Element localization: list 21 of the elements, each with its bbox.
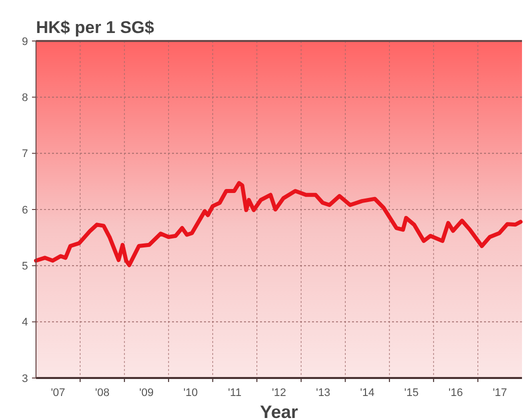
chart-title: HK$ per 1 SG$ bbox=[36, 18, 155, 37]
y-tick-label: 4 bbox=[22, 316, 28, 329]
x-tick-label: '07 bbox=[50, 387, 66, 399]
y-tick-label: 8 bbox=[22, 92, 28, 104]
x-tick-label: '14 bbox=[360, 387, 374, 399]
y-tick-label: 7 bbox=[22, 148, 28, 160]
x-tick-label: '09 bbox=[139, 387, 154, 399]
x-tick-label: '10 bbox=[183, 387, 198, 399]
y-tick-label: 9 bbox=[22, 36, 28, 48]
y-tick-label: 3 bbox=[22, 372, 28, 385]
x-tick-label: '16 bbox=[448, 387, 463, 399]
x-tick-label: '15 bbox=[404, 387, 419, 399]
x-tick-label: '13 bbox=[316, 387, 330, 399]
y-tick-label: 5 bbox=[22, 260, 28, 273]
x-axis-title: Year bbox=[260, 402, 298, 420]
line-series bbox=[34, 181, 523, 268]
x-tick-label: '11 bbox=[228, 387, 242, 399]
y-tick-label: 6 bbox=[22, 204, 28, 216]
x-tick-label: '12 bbox=[272, 387, 286, 399]
x-tick-label: '17 bbox=[492, 387, 508, 399]
x-tick-label: '08 bbox=[95, 387, 110, 399]
